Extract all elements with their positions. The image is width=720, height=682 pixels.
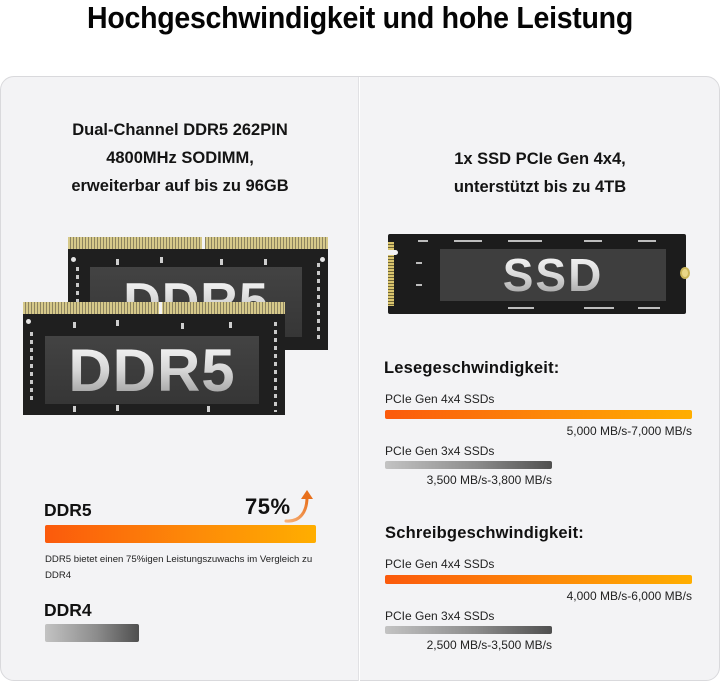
read-speed-heading: Lesegeschwindigkeit: xyxy=(384,359,560,377)
ssd-title-line-1: 1x SSD PCIe Gen 4x4, xyxy=(454,150,626,168)
read-gen3-range: 3,500 MB/s-3,800 MB/s xyxy=(426,473,552,487)
read-gen4-range: 5,000 MB/s-7,000 MB/s xyxy=(566,424,692,438)
ddr5-label: DDR5 xyxy=(44,500,92,520)
ddr4-label: DDR4 xyxy=(44,600,92,620)
ddr5-bar xyxy=(45,525,316,543)
write-gen4-range: 4,000 MB/s-6,000 MB/s xyxy=(566,589,692,603)
ddr4-bar xyxy=(45,624,139,642)
panel-divider xyxy=(358,77,360,681)
ram-title-line-3: erweiterbar auf bis zu 96GB xyxy=(71,177,289,195)
page-headline: Hochgeschwindigkeit und hohe Leistung xyxy=(87,0,633,35)
ram-title-line-1: Dual-Channel DDR5 262PIN xyxy=(72,121,288,139)
m2-ssd-icon: SSD xyxy=(388,234,690,314)
ssd-label: SSD xyxy=(502,249,604,301)
ram-stick-front-icon: DDR5 xyxy=(23,302,285,415)
write-gen4-bar xyxy=(385,575,692,584)
ram-front-label: DDR5 xyxy=(68,336,236,404)
ram-title-line-2: 4800MHz SODIMM, xyxy=(106,149,254,167)
write-gen4-label: PCIe Gen 4x4 SSDs xyxy=(385,557,495,571)
read-gen3-label: PCIe Gen 3x4 SSDs xyxy=(385,444,495,458)
write-gen3-label: PCIe Gen 3x4 SSDs xyxy=(385,609,495,623)
read-gen3-bar xyxy=(385,461,552,469)
arrow-up-curve-icon xyxy=(284,490,313,523)
ddr5-percent: 75% xyxy=(245,494,291,519)
ssd-panel-title: 1x SSD PCIe Gen 4x4, unterstützt bis zu … xyxy=(360,145,720,201)
read-gen4-label: PCIe Gen 4x4 SSDs xyxy=(385,392,495,406)
write-speed-heading: Schreibgeschwindigkeit: xyxy=(385,524,584,542)
ddr5-description: DDR5 bietet einen 75%igen Leistungszuwac… xyxy=(45,554,313,581)
write-gen3-range: 2,500 MB/s-3,500 MB/s xyxy=(426,638,552,652)
read-gen4-bar xyxy=(385,410,692,419)
ram-panel-title: Dual-Channel DDR5 262PIN 4800MHz SODIMM,… xyxy=(0,116,360,200)
ssd-title-line-2: unterstützt bis zu 4TB xyxy=(453,178,627,196)
write-gen3-bar xyxy=(385,626,552,634)
